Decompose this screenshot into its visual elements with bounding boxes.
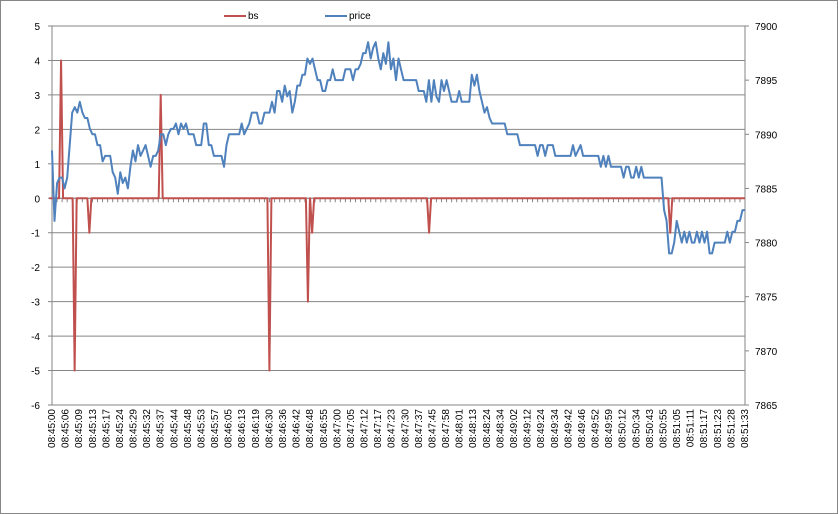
x-tick-label: 08:47:58 [441, 409, 452, 448]
x-tick-label: 08:45:32 [142, 409, 153, 448]
y-left-tick-label: 4 [34, 56, 40, 67]
x-tick-label: 08:51:33 [740, 409, 751, 448]
x-tick-label: 08:45:09 [74, 409, 85, 448]
x-tick-label: 08:45:17 [101, 409, 112, 448]
x-tick-label: 08:46:42 [292, 409, 303, 448]
y-left-tick-label: -4 [31, 332, 40, 343]
x-tick-label: 08:50:43 [645, 409, 656, 448]
x-tick-label: 08:45:44 [169, 409, 180, 448]
x-tick-label: 08:45:13 [88, 409, 99, 448]
x-tick-label: 08:45:06 [61, 409, 72, 448]
x-tick-label: 08:45:48 [183, 409, 194, 448]
x-tick-label: 08:46:13 [237, 409, 248, 448]
y-left-tick-label: 3 [34, 91, 40, 102]
x-tick-label: 08:47:05 [346, 409, 357, 448]
legend-label-price: price [349, 11, 371, 22]
x-tick-label: 08:47:12 [360, 409, 371, 448]
x-tick-label: 08:47:00 [332, 409, 343, 448]
x-tick-label: 08:46:30 [264, 409, 275, 448]
x-tick-label: 08:49:42 [563, 409, 574, 448]
y-left-tick-label: -2 [31, 263, 40, 274]
x-tick-label: 08:46:19 [251, 409, 262, 448]
x-tick-label: 08:49:46 [577, 409, 588, 448]
x-tick-label: 08:49:34 [550, 409, 561, 448]
series-line-bs [49, 59, 745, 372]
y-left-tick-label: -1 [31, 229, 40, 240]
x-tick-label: 08:48:34 [495, 409, 506, 448]
x-tick-label: 08:47:30 [400, 409, 411, 448]
x-tick-label: 08:45:53 [196, 409, 207, 448]
y-right-tick-label: 7875 [755, 293, 778, 304]
y-right-tick-label: 7900 [755, 22, 778, 33]
y-left-tick-label: 5 [34, 22, 40, 33]
y-right-tick-label: 7895 [755, 76, 778, 87]
y-left-tick-label: 1 [34, 160, 40, 171]
series-line-price [51, 41, 745, 255]
y-right-tick-label: 7885 [755, 184, 778, 195]
x-tick-label: 08:51:17 [699, 409, 710, 448]
y-right-tick-label: 7865 [755, 401, 778, 412]
x-tick-label: 08:45:00 [47, 409, 58, 448]
x-tick-label: 08:46:48 [305, 409, 316, 448]
legend-label-bs: bs [248, 11, 259, 22]
y-right-tick-label: 7890 [755, 130, 778, 141]
x-tick-label: 08:51:05 [672, 409, 683, 448]
x-tick-label: 08:47:45 [427, 409, 438, 448]
x-tick-label: 08:45:24 [115, 409, 126, 448]
x-tick-label: 08:49:24 [536, 409, 547, 448]
y-right-tick-label: 7880 [755, 239, 778, 250]
x-tick-label: 08:46:55 [319, 409, 330, 448]
y-left-tick-label: -5 [31, 367, 40, 378]
x-tick-label: 08:47:37 [414, 409, 425, 448]
x-tick-label: 08:46:36 [278, 409, 289, 448]
x-tick-label: 08:51:28 [726, 409, 737, 448]
y-left-tick-label: -3 [31, 298, 40, 309]
x-tick-label: 08:50:55 [658, 409, 669, 448]
x-tick-label: 08:46:05 [224, 409, 235, 448]
x-tick-label: 08:48:13 [468, 409, 479, 448]
x-tick-label: 08:51:11 [686, 409, 697, 448]
x-tick-label: 08:48:01 [455, 409, 466, 448]
x-tick-label: 08:45:29 [129, 409, 140, 448]
y-left-tick-label: -6 [31, 401, 40, 412]
y-left-tick-label: 0 [34, 194, 40, 205]
x-tick-label: 08:45:57 [210, 409, 221, 448]
x-tick-label: 08:51:23 [713, 409, 724, 448]
x-tick-label: 08:47:17 [373, 409, 384, 448]
y-left-tick-label: 2 [34, 125, 40, 136]
x-tick-label: 08:45:37 [156, 409, 167, 448]
x-tick-label: 08:49:59 [604, 409, 615, 448]
x-tick-label: 08:47:23 [387, 409, 398, 448]
x-tick-label: 08:49:12 [523, 409, 534, 448]
x-tick-label: 08:50:12 [618, 409, 629, 448]
x-tick-label: 08:50:34 [631, 409, 642, 448]
x-tick-label: 08:49:02 [509, 409, 520, 448]
x-tick-label: 08:48:24 [482, 409, 493, 448]
x-tick-label: 08:49:52 [591, 409, 602, 448]
y-right-tick-label: 7870 [755, 347, 778, 358]
